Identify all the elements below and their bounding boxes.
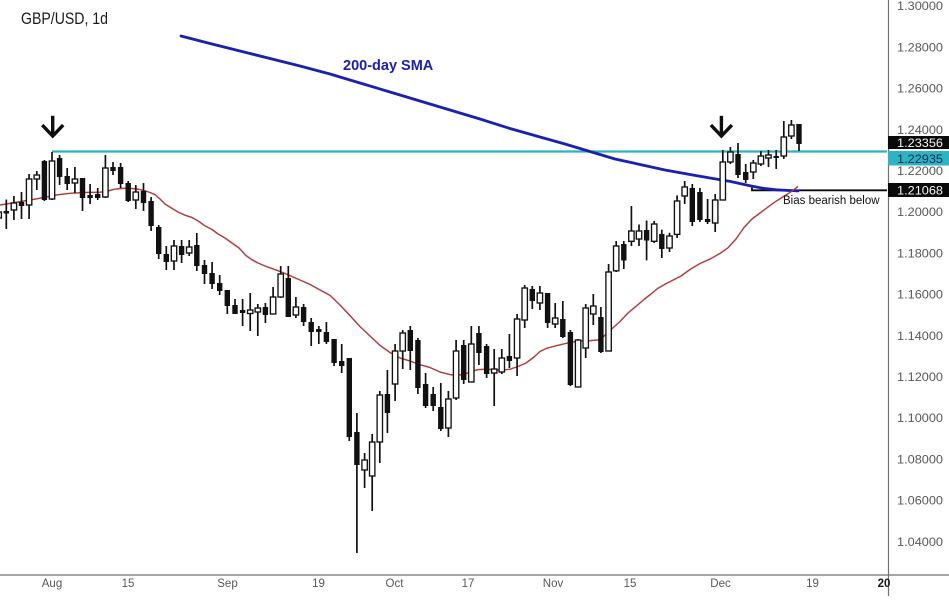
svg-text:15: 15 xyxy=(624,578,637,590)
svg-text:Dec: Dec xyxy=(710,578,731,590)
svg-text:1.28000: 1.28000 xyxy=(897,40,943,54)
svg-text:Oct: Oct xyxy=(386,578,405,590)
svg-text:Nov: Nov xyxy=(543,578,564,590)
svg-text:1.06000: 1.06000 xyxy=(897,494,943,508)
svg-text:1.22000: 1.22000 xyxy=(897,164,943,178)
svg-text:1.16000: 1.16000 xyxy=(897,288,943,302)
svg-text:19: 19 xyxy=(312,578,325,590)
svg-text:1.18000: 1.18000 xyxy=(897,246,943,260)
svg-text:1.14000: 1.14000 xyxy=(897,329,943,343)
svg-text:20: 20 xyxy=(878,578,891,590)
svg-text:1.20000: 1.20000 xyxy=(897,205,943,219)
svg-text:1.12000: 1.12000 xyxy=(897,370,943,384)
svg-text:15: 15 xyxy=(122,578,135,590)
svg-text:17: 17 xyxy=(462,578,475,590)
svg-text:1.10000: 1.10000 xyxy=(897,411,943,425)
svg-text:Bias bearish below: Bias bearish below xyxy=(783,195,880,207)
svg-text:200-day SMA: 200-day SMA xyxy=(343,58,434,74)
svg-text:1.04000: 1.04000 xyxy=(897,535,943,549)
svg-text:1.22935: 1.22935 xyxy=(897,152,943,166)
svg-text:1.26000: 1.26000 xyxy=(897,82,943,96)
svg-text:1.23356: 1.23356 xyxy=(897,136,943,150)
svg-text:1.21068: 1.21068 xyxy=(897,183,943,197)
svg-text:Aug: Aug xyxy=(42,578,62,590)
svg-text:1.24000: 1.24000 xyxy=(897,123,943,137)
svg-text:1.08000: 1.08000 xyxy=(897,452,943,466)
svg-text:1.30000: 1.30000 xyxy=(897,0,943,13)
svg-text:Sep: Sep xyxy=(217,578,237,590)
svg-text:GBP/USD, 1d: GBP/USD, 1d xyxy=(21,10,108,28)
svg-text:19: 19 xyxy=(806,578,819,590)
